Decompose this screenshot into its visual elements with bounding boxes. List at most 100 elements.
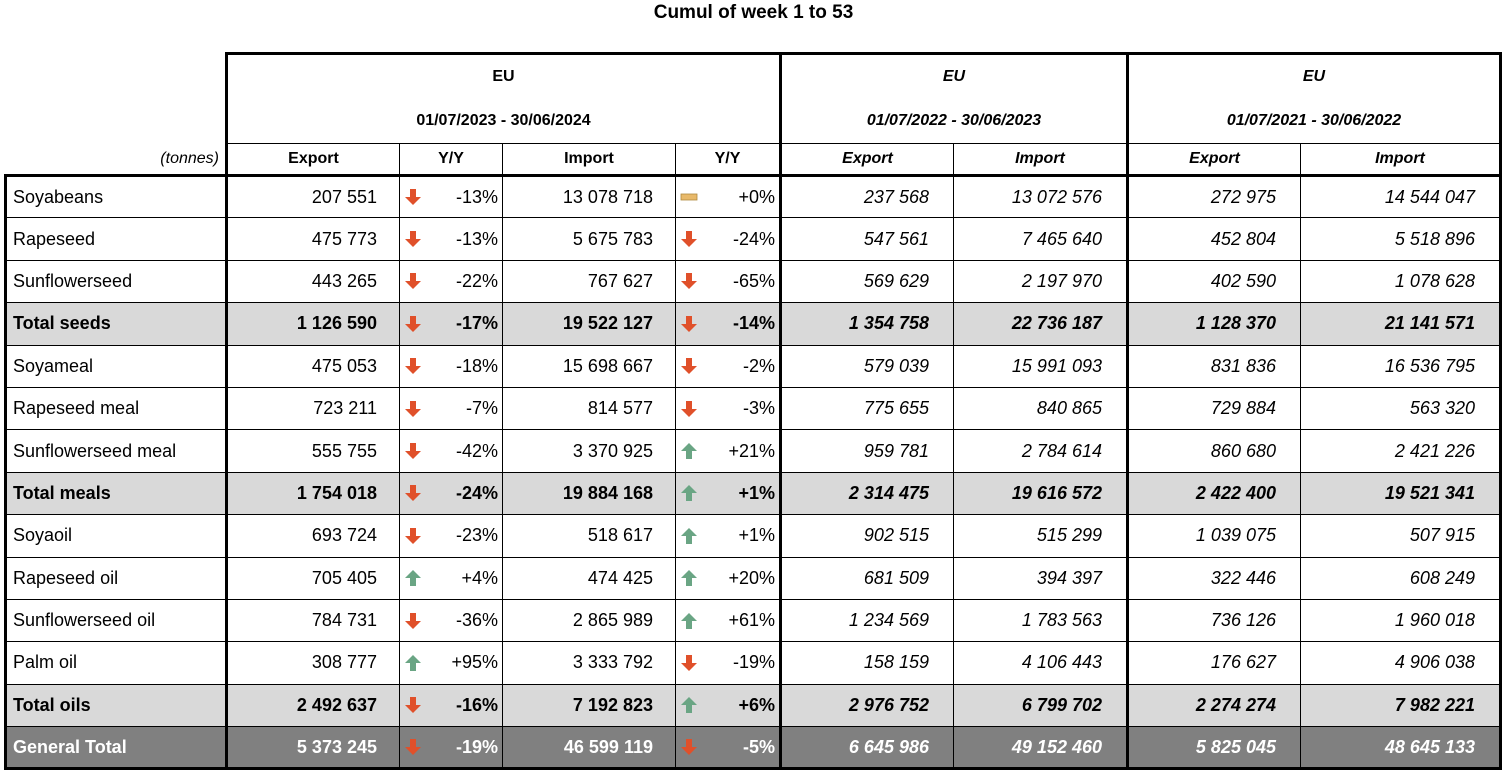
import-yy: -5%	[742, 736, 775, 757]
import-2021-value: 19 521 341	[1300, 472, 1502, 516]
import-2022-value: 2 784 614	[953, 429, 1129, 473]
export-yy-cell: -24%	[399, 472, 503, 516]
export-value: 2 492 637	[226, 684, 400, 728]
period-range: 01/07/2023 - 30/06/2024	[416, 112, 591, 129]
report-title: Cumul of week 1 to 53	[653, 2, 854, 23]
arrow-down-icon	[405, 527, 421, 544]
import-yy: -24%	[732, 228, 775, 249]
period-name: EU	[942, 68, 966, 85]
import-yy: -14%	[732, 313, 775, 334]
arrow-down-icon	[405, 231, 421, 248]
arrow-down-icon	[405, 739, 421, 756]
import-yy-cell: +61%	[675, 599, 782, 643]
row-label: Total seeds	[4, 302, 228, 346]
arrow-down-icon	[681, 400, 697, 417]
period-name: EU	[492, 68, 515, 85]
export-yy-cell: -13%	[399, 175, 503, 219]
export-value: 443 265	[226, 260, 400, 304]
col-header-import: Import	[953, 143, 1129, 177]
arrow-up-icon	[405, 654, 421, 671]
import-yy-cell: +21%	[675, 429, 782, 473]
export-yy-cell: -22%	[399, 260, 503, 304]
export-2022-value: 959 781	[780, 429, 954, 473]
import-2021-value: 563 320	[1300, 387, 1502, 431]
import-2022-value: 49 152 460	[953, 726, 1129, 770]
period-name: EU	[1302, 68, 1326, 85]
arrow-down-icon	[681, 315, 697, 332]
export-value: 693 724	[226, 514, 400, 558]
export-2022-value: 569 629	[780, 260, 954, 304]
export-yy: -42%	[455, 440, 498, 461]
table-row: Rapeseed meal 723 211 -7% 814 577 -3% 775 655…	[4, 387, 1502, 431]
export-yy-cell: -13%	[399, 217, 503, 261]
import-value: 3 333 792	[502, 641, 676, 685]
col-header-export: Export	[1127, 143, 1301, 177]
row-label: Sunflowerseed meal	[4, 429, 228, 473]
import-yy-cell: -2%	[675, 345, 782, 388]
export-yy-cell: -17%	[399, 302, 503, 346]
export-yy: -16%	[455, 694, 498, 715]
period-range: 01/07/2022 - 30/06/2023	[866, 112, 1042, 129]
export-value: 784 731	[226, 599, 400, 643]
import-2021-value: 4 906 038	[1300, 641, 1502, 685]
row-label: Rapeseed	[4, 217, 228, 261]
row-label: Palm oil	[4, 641, 228, 685]
import-2022-value: 15 991 093	[953, 345, 1129, 388]
subtotal-row: Total meals 1 754 018 -24% 19 884 168 +1% 2 3…	[4, 472, 1502, 516]
export-value: 308 777	[226, 641, 400, 685]
import-yy-cell: -24%	[675, 217, 782, 261]
export-2022-value: 2 976 752	[780, 684, 954, 728]
export-yy: -13%	[455, 186, 498, 207]
export-yy: -23%	[455, 525, 498, 546]
row-label: Soyameal	[4, 345, 228, 388]
arrow-down-icon	[405, 485, 421, 502]
arrow-down-icon	[405, 443, 421, 460]
export-value: 475 053	[226, 345, 400, 388]
export-value: 723 211	[226, 387, 400, 431]
trade-table: EU 01/07/2023 - 30/06/2024 EU 01/07/2022…	[4, 52, 1502, 770]
export-2021-value: 729 884	[1127, 387, 1301, 431]
row-label: Sunflowerseed	[4, 260, 228, 304]
export-yy-cell: -36%	[399, 599, 503, 643]
import-yy: -65%	[732, 270, 775, 291]
row-label: Soyabeans	[4, 175, 228, 219]
import-2022-value: 7 465 640	[953, 217, 1129, 261]
row-label: Sunflowerseed oil	[4, 599, 228, 643]
export-yy: -36%	[455, 610, 498, 631]
arrow-down-icon	[405, 315, 421, 332]
arrow-up-icon	[681, 612, 697, 629]
col-header-yy: Y/Y	[399, 143, 503, 177]
export-2021-value: 2 274 274	[1127, 684, 1301, 728]
grand-total-row: General Total 5 373 245 -19% 46 599 119 -5% 6…	[4, 726, 1502, 770]
col-header-import: Import	[1300, 143, 1502, 177]
export-2021-value: 176 627	[1127, 641, 1301, 685]
import-2021-value: 5 518 896	[1300, 217, 1502, 261]
import-2021-value: 7 982 221	[1300, 684, 1502, 728]
arrow-down-icon	[405, 358, 421, 375]
import-yy-cell: +1%	[675, 472, 782, 516]
col-header-yy: Y/Y	[675, 143, 782, 177]
import-yy: -2%	[742, 355, 775, 376]
import-2022-value: 515 299	[953, 514, 1129, 558]
import-2021-value: 608 249	[1300, 557, 1502, 600]
import-yy: -19%	[732, 652, 775, 673]
export-2021-value: 736 126	[1127, 599, 1301, 643]
export-2022-value: 2 314 475	[780, 472, 954, 516]
export-2021-value: 2 422 400	[1127, 472, 1301, 516]
import-value: 19 884 168	[502, 472, 676, 516]
subtotal-row: Total oils 2 492 637 -16% 7 192 823 +6% 2 976…	[4, 684, 1502, 728]
import-2021-value: 507 915	[1300, 514, 1502, 558]
import-2021-value: 16 536 795	[1300, 345, 1502, 388]
import-2022-value: 1 783 563	[953, 599, 1129, 643]
col-header-import: Import	[502, 143, 676, 177]
export-2022-value: 775 655	[780, 387, 954, 431]
row-label: Total meals	[4, 472, 228, 516]
import-2022-value: 13 072 576	[953, 175, 1129, 219]
row-label: Rapeseed oil	[4, 557, 228, 600]
export-value: 705 405	[226, 557, 400, 600]
row-label: Soyaoil	[4, 514, 228, 558]
import-2021-value: 48 645 133	[1300, 726, 1502, 770]
export-value: 555 755	[226, 429, 400, 473]
export-yy-cell: -18%	[399, 345, 503, 388]
table-row: Soyameal 475 053 -18% 15 698 667 -2% 579 039 1…	[4, 345, 1502, 388]
